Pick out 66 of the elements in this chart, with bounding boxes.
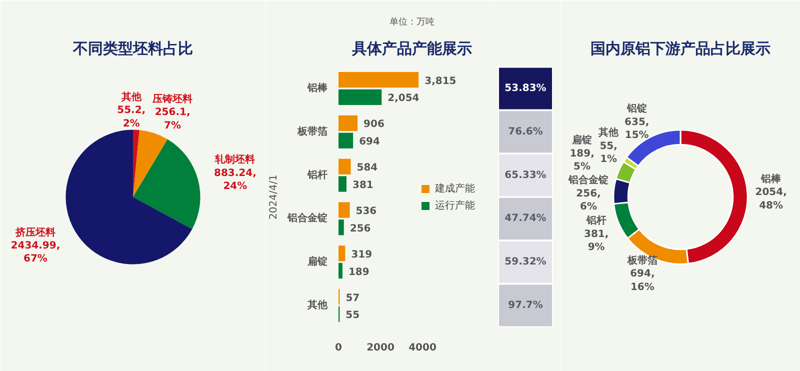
x-tick-label: 2000 — [366, 342, 394, 354]
y-tick-label: 铝杆 — [306, 168, 328, 181]
x-tick-label: 4000 — [408, 342, 436, 354]
chart-title: 不同类型坯料占比 — [72, 40, 193, 58]
y-axis-title: 2024/4/1 — [268, 174, 280, 220]
slice-label: 铝锭 — [626, 102, 647, 115]
slice-label: 其他 — [120, 90, 142, 103]
data-label: 635, 15% — [624, 116, 650, 142]
data-label: 2434.99, 67% — [10, 240, 60, 265]
data-label: 256 — [350, 223, 371, 234]
slice-label: 板带箔 — [626, 254, 658, 266]
y-tick-label: 其他 — [306, 298, 328, 311]
text: 59.32% — [504, 256, 546, 268]
data-label: 189 — [348, 266, 370, 278]
data-label: 256, 6% — [576, 188, 601, 213]
text: 65.33% — [504, 170, 546, 181]
bar — [338, 220, 344, 236]
data-label: 319 — [351, 249, 372, 260]
legend-label: 运行产能 — [435, 199, 475, 212]
bar — [338, 262, 342, 279]
text: 76.6% — [508, 126, 543, 138]
data-label: 256.1, 7% — [154, 107, 190, 132]
data-label: 584 — [356, 162, 378, 174]
data-label: 2,054 — [388, 93, 420, 104]
data-label: 57 — [346, 292, 360, 304]
slice-label: 其他 — [598, 126, 620, 139]
chart-subtitle: 单位：万吨 — [390, 16, 434, 28]
y-tick-label: 板带箔 — [296, 125, 328, 138]
bar — [338, 176, 346, 192]
y-tick-label: 铝合金锭 — [286, 212, 328, 224]
data-label: 2054, 48% — [755, 187, 787, 212]
text: 97.7% — [508, 300, 543, 311]
data-label: 694, 16% — [630, 268, 655, 293]
bar — [338, 132, 354, 148]
bar — [338, 115, 358, 132]
bar — [338, 246, 346, 262]
slice-label: 压铸坯料 — [152, 92, 193, 105]
slice-label: 挤压坯料 — [14, 226, 56, 238]
data-label: 694 — [359, 136, 380, 148]
legend-label: 建成产能 — [435, 182, 475, 195]
data-label: 883.24, 24% — [214, 168, 256, 192]
text: 53.83% — [504, 83, 546, 94]
chart-title: 国内原铝下游产品占比展示 — [590, 40, 770, 58]
data-label: 55 — [346, 310, 360, 322]
slice-label: 扁锭 — [571, 134, 592, 146]
bar — [338, 158, 351, 174]
text: 47.74% — [504, 213, 546, 224]
slice-label: 铝合金锭 — [568, 174, 608, 186]
data-label: 381 — [352, 180, 374, 191]
data-label: 381, 9% — [584, 228, 609, 253]
slice-label: 轧制坯料 — [214, 154, 256, 166]
y-tick-label: 铝棒 — [306, 82, 328, 94]
y-tick-label: 扁锭 — [306, 256, 328, 268]
bar — [338, 72, 419, 88]
slice-label: 铝杆 — [585, 214, 606, 227]
bar — [338, 202, 350, 218]
x-tick-label: 0 — [335, 342, 342, 354]
data-label: 3,815 — [424, 76, 456, 87]
slice-label: 铝棒 — [760, 172, 782, 185]
data-label: 906 — [364, 119, 384, 130]
bar — [338, 89, 382, 106]
data-label: 536 — [356, 206, 377, 218]
data-label: 55.2, 2% — [117, 105, 146, 130]
chart-title: 具体产品产能展示 — [351, 40, 472, 58]
data-label: 189, 5% — [570, 148, 594, 173]
data-label: 55, 1% — [600, 140, 618, 166]
